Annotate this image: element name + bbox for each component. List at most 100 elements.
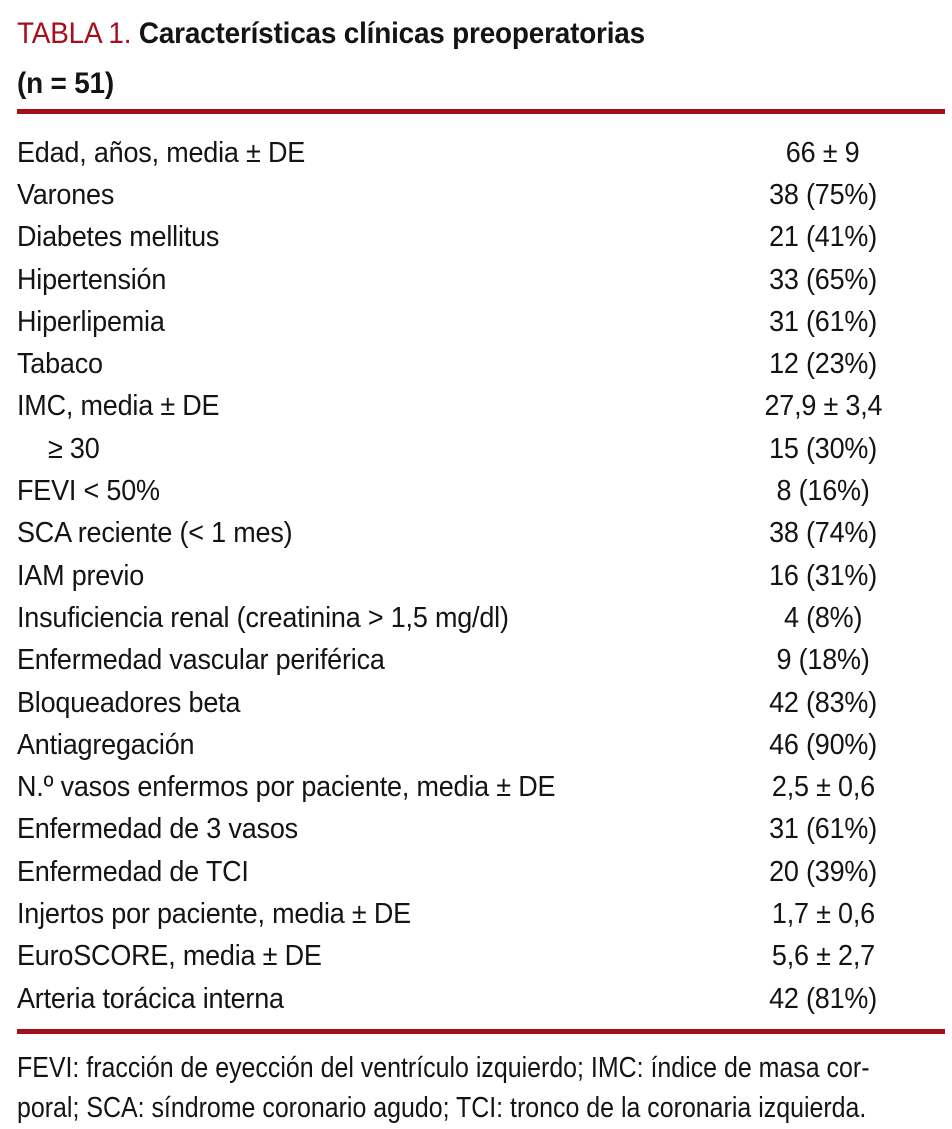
table-row: Diabetes mellitus 21 (41%): [17, 217, 945, 259]
row-label-text: Enfermedad de TCI: [17, 855, 249, 888]
row-label: EuroSCORE, media ± DE: [17, 940, 701, 973]
row-value-text: 12 (23%): [769, 348, 877, 381]
row-label: IMC, media ± DE: [17, 390, 701, 423]
row-value: 4 (8%): [701, 602, 945, 635]
table-row: Hiperlipemia 31 (61%): [17, 301, 945, 343]
table-row: IAM previo 16 (31%): [17, 555, 945, 597]
row-value: 46 (90%): [701, 729, 945, 762]
table-row: IMC, media ± DE 27,9 ± 3,4: [17, 386, 945, 428]
row-label-text: IMC, media ± DE: [17, 390, 220, 423]
footnote-line: FEVI: fracción de eyección del ventrícul…: [17, 1048, 945, 1088]
footnote-line-text: FEVI: fracción de eyección del ventrícul…: [17, 1052, 870, 1085]
row-value: 12 (23%): [701, 348, 945, 381]
row-value: 8 (16%): [701, 475, 945, 508]
row-label-text: ≥ 30: [48, 432, 100, 465]
row-value: 38 (75%): [701, 179, 945, 212]
row-label: Bloqueadores beta: [17, 687, 701, 720]
row-label-text: Varones: [17, 178, 115, 211]
footnote-line: poral; SCA: síndrome coronario agudo; TC…: [17, 1088, 945, 1128]
table-row: Arteria torácica interna 42 (81%): [17, 978, 945, 1020]
table-row: N.º vasos enfermos por paciente, media ±…: [17, 766, 945, 808]
table-title: TABLA 1. Características clínicas preope…: [17, 9, 645, 59]
row-label: Edad, años, media ± DE: [17, 137, 701, 170]
row-value: 42 (81%): [701, 983, 945, 1016]
row-value: 31 (61%): [701, 306, 945, 339]
row-value: 66 ± 9: [701, 137, 945, 170]
table-body: Edad, años, media ± DE 66 ± 9 Varones 38 (7…: [17, 132, 945, 1020]
table-row: Bloqueadores beta 42 (83%): [17, 682, 945, 724]
row-value: 5,6 ± 2,7: [701, 940, 945, 973]
table-row: ≥ 30 15 (30%): [17, 428, 945, 470]
table-row: Insuficiencia renal (creatinina > 1,5 mg…: [17, 597, 945, 639]
table-row: SCA reciente (< 1 mes) 38 (74%): [17, 513, 945, 555]
row-value-text: 2,5 ± 0,6: [771, 771, 875, 804]
table-row: Hipertensión 33 (65%): [17, 259, 945, 301]
row-label-text: Tabaco: [17, 348, 103, 381]
row-label-text: Enfermedad de 3 vasos: [17, 813, 298, 846]
row-value-text: 21 (41%): [769, 221, 877, 254]
row-label-text: Enfermedad vascular periférica: [17, 644, 385, 677]
row-label-text: EuroSCORE, media ± DE: [17, 940, 322, 973]
row-value: 42 (83%): [701, 687, 945, 720]
row-value-text: 31 (61%): [769, 305, 877, 338]
row-label-text: Bloqueadores beta: [17, 686, 241, 719]
row-label: Injertos por paciente, media ± DE: [17, 898, 701, 931]
table-footnote: FEVI: fracción de eyección del ventrícul…: [17, 1048, 945, 1128]
row-value: 20 (39%): [701, 856, 945, 889]
row-label-text: N.º vasos enfermos por paciente, media ±…: [17, 771, 556, 804]
row-value-text: 5,6 ± 2,7: [771, 940, 875, 973]
row-label: Insuficiencia renal (creatinina > 1,5 mg…: [17, 602, 701, 635]
row-value: 16 (31%): [701, 560, 945, 593]
row-value: 33 (65%): [701, 264, 945, 297]
row-label: ≥ 30: [17, 433, 701, 466]
row-value-text: 42 (81%): [769, 982, 877, 1015]
table-title-text: Características clínicas preoperatorias: [138, 17, 645, 50]
row-label: Arteria torácica interna: [17, 983, 701, 1016]
table-header: TABLA 1. Características clínicas preope…: [17, 9, 945, 109]
row-label-text: Edad, años, media ± DE: [17, 136, 306, 169]
table-row: Enfermedad de 3 vasos 31 (61%): [17, 809, 945, 851]
table-row: Enfermedad de TCI 20 (39%): [17, 851, 945, 893]
row-label: SCA reciente (< 1 mes): [17, 517, 701, 550]
row-value-text: 16 (31%): [769, 559, 877, 592]
row-value: 9 (18%): [701, 644, 945, 677]
table-subtitle-line: (n = 51): [17, 59, 945, 109]
row-label-text: Hipertensión: [17, 263, 167, 296]
table-row: Tabaco 12 (23%): [17, 343, 945, 385]
table-row: Enfermedad vascular periférica 9 (18%): [17, 640, 945, 682]
row-label-text: FEVI < 50%: [17, 475, 160, 508]
row-label: Diabetes mellitus: [17, 221, 701, 254]
table-subtitle: (n = 51): [17, 67, 114, 100]
row-label: Hipertensión: [17, 264, 701, 297]
row-label-text: Arteria torácica interna: [17, 982, 284, 1015]
row-label: Varones: [17, 179, 701, 212]
row-label: N.º vasos enfermos por paciente, media ±…: [17, 771, 701, 804]
row-label: Enfermedad de 3 vasos: [17, 813, 701, 846]
row-label-text: IAM previo: [17, 559, 145, 592]
row-label: FEVI < 50%: [17, 475, 701, 508]
row-label-text: Hiperlipemia: [17, 305, 165, 338]
row-value-text: 1,7 ± 0,6: [771, 897, 875, 930]
table-title-line: TABLA 1. Características clínicas preope…: [17, 9, 945, 59]
top-rule: [17, 109, 945, 114]
row-value: 1,7 ± 0,6: [701, 898, 945, 931]
row-value-text: 42 (83%): [769, 686, 877, 719]
row-value-text: 38 (75%): [769, 178, 877, 211]
row-value-text: 66 ± 9: [786, 136, 860, 169]
table-row: EuroSCORE, media ± DE 5,6 ± 2,7: [17, 936, 945, 978]
row-label: Enfermedad vascular periférica: [17, 644, 701, 677]
row-value: 15 (30%): [701, 433, 945, 466]
footnote-line-text: poral; SCA: síndrome coronario agudo; TC…: [17, 1092, 867, 1125]
row-value: 27,9 ± 3,4: [701, 390, 945, 423]
table-row: Injertos por paciente, media ± DE 1,7 ± 0…: [17, 893, 945, 935]
row-value-text: 46 (90%): [769, 728, 877, 761]
row-value-text: 9 (18%): [776, 644, 870, 677]
row-label: Enfermedad de TCI: [17, 856, 701, 889]
row-label-text: Diabetes mellitus: [17, 221, 220, 254]
row-value: 38 (74%): [701, 517, 945, 550]
row-value: 31 (61%): [701, 813, 945, 846]
row-label-text: Injertos por paciente, media ± DE: [17, 897, 411, 930]
table-row: Antiagregación 46 (90%): [17, 724, 945, 766]
row-label: Hiperlipemia: [17, 306, 701, 339]
